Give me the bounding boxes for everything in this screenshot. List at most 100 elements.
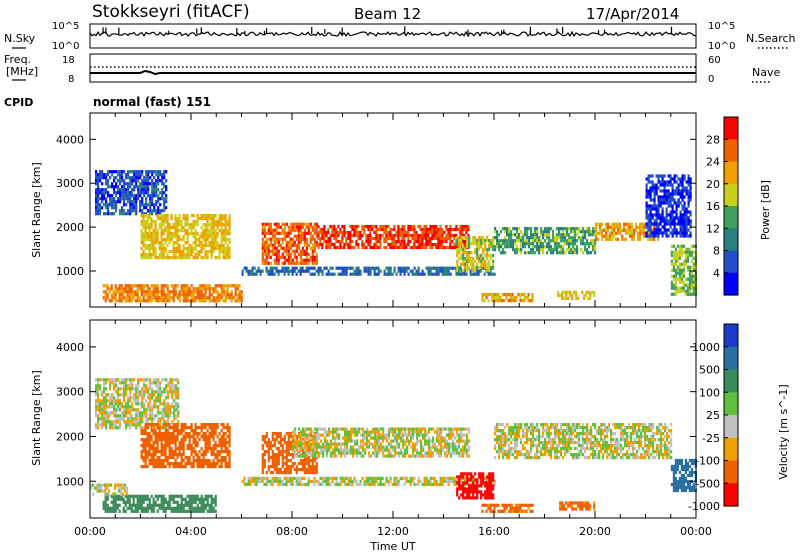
data-cell — [684, 231, 686, 234]
data-cell — [623, 229, 625, 232]
data-cell — [103, 396, 105, 399]
data-cell — [302, 262, 304, 265]
data-cell — [682, 186, 684, 189]
data-cell — [149, 203, 151, 206]
data-cell — [504, 245, 506, 248]
data-cell — [430, 270, 432, 273]
data-cell — [163, 507, 165, 510]
data-cell — [187, 501, 189, 504]
data-cell — [157, 170, 159, 173]
data-cell — [278, 238, 280, 241]
data-cell — [167, 256, 169, 259]
data-cell — [689, 284, 691, 287]
data-cell — [165, 414, 167, 417]
data-cell — [145, 232, 147, 235]
data-cell — [674, 180, 676, 183]
data-cell — [159, 384, 161, 387]
data-cell — [167, 507, 169, 510]
data-cell — [274, 432, 276, 435]
data-cell — [572, 236, 574, 239]
data-cell — [319, 243, 321, 246]
data-cell — [143, 408, 145, 411]
data-cell — [127, 396, 129, 399]
data-cell — [524, 239, 526, 242]
data-cell — [568, 233, 570, 236]
data-cell — [607, 235, 609, 238]
data-cell — [278, 256, 280, 259]
data-cell — [135, 390, 137, 393]
data-cell — [157, 232, 159, 235]
data-cell — [650, 210, 652, 213]
data-cell — [155, 399, 157, 402]
data-cell — [225, 238, 227, 241]
data-cell — [304, 259, 306, 262]
data-cell — [99, 417, 101, 420]
data-cell — [121, 191, 123, 194]
data-cell — [117, 185, 119, 188]
data-cell — [97, 408, 99, 411]
data-cell — [683, 245, 685, 248]
data-cell — [98, 490, 100, 493]
data-cell — [177, 438, 179, 441]
data-cell — [143, 456, 145, 459]
data-cell — [103, 197, 105, 200]
data-cell — [133, 387, 135, 390]
data-cell — [678, 189, 680, 192]
data-cell — [155, 287, 157, 290]
data-cell — [564, 242, 566, 245]
data-cell — [149, 504, 151, 507]
data-cell — [221, 429, 223, 432]
data-cell — [165, 200, 167, 203]
data-cell — [187, 287, 189, 290]
data-cell — [193, 293, 195, 296]
data-cell — [107, 179, 109, 182]
data-cell — [366, 270, 368, 273]
data-cell — [223, 238, 225, 241]
data-cell — [687, 284, 689, 287]
data-cell — [680, 183, 682, 186]
data-cell — [157, 217, 159, 220]
data-cell — [314, 250, 316, 253]
data-cell — [337, 240, 339, 243]
data-cell — [648, 234, 650, 237]
data-cell — [155, 296, 157, 299]
data-cell — [322, 270, 324, 273]
data-cell — [177, 408, 179, 411]
data-cell — [219, 465, 221, 468]
data-cell — [209, 229, 211, 232]
data-cell — [648, 219, 650, 222]
data-cell — [163, 423, 165, 426]
data-cell — [486, 269, 488, 272]
data-cell — [310, 267, 312, 270]
data-cell — [673, 254, 675, 257]
data-cell — [145, 510, 147, 513]
data-cell — [139, 287, 141, 290]
data-cell — [270, 270, 272, 273]
data-cell — [171, 384, 173, 387]
data-cell — [97, 206, 99, 209]
data-cell — [189, 510, 191, 513]
data-cell — [308, 226, 310, 229]
data-cell — [564, 239, 566, 242]
data-cell — [161, 402, 163, 405]
data-cell — [183, 450, 185, 453]
data-cell — [241, 290, 243, 293]
data-cell — [165, 256, 167, 259]
data-cell — [409, 225, 411, 228]
data-cell — [127, 402, 129, 405]
data-cell — [191, 507, 193, 510]
data-cell — [556, 248, 558, 251]
data-cell — [157, 381, 159, 384]
data-cell — [165, 247, 167, 250]
data-cell — [676, 207, 678, 210]
data-cell — [117, 507, 119, 510]
data-cell — [437, 228, 439, 231]
data-cell — [175, 284, 177, 287]
data-cell — [111, 405, 113, 408]
data-cell — [646, 231, 648, 234]
data-cell — [515, 296, 517, 299]
data-cell — [417, 234, 419, 237]
data-cell — [674, 189, 676, 192]
data-cell — [167, 432, 169, 435]
data-cell — [658, 213, 660, 216]
